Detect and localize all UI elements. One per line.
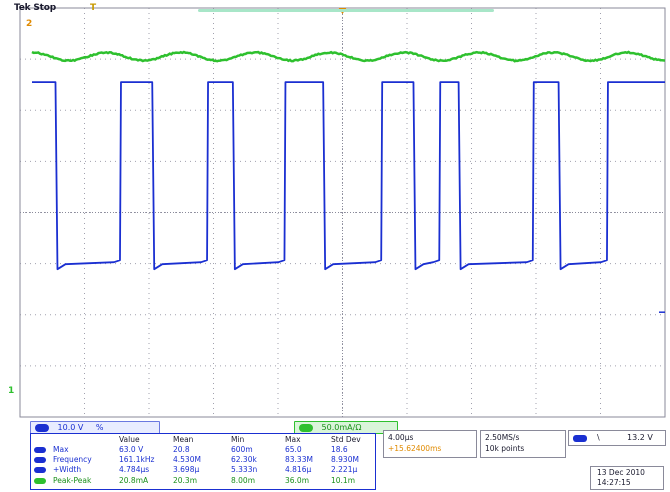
measurement-max: 36.0m — [285, 476, 309, 486]
trigger-slope-icon: \ — [597, 431, 600, 445]
measurement-row-max[interactable]: Max 63.0 V 20.8 600m 65.0 18.6 — [31, 445, 375, 455]
measurement-value: 4.784μs — [119, 465, 149, 475]
ch1-ground-marker[interactable]: 1 — [8, 386, 14, 396]
status-label: Tek Stop — [14, 3, 56, 13]
timestamp-date: 13 Dec 2010 — [597, 468, 645, 478]
measurement-std: 10.1m — [331, 476, 355, 486]
measurement-mean: 20.8 — [173, 445, 190, 455]
header-std-dev: Std Dev — [331, 435, 361, 445]
measurement-mean: 4.530M — [173, 455, 201, 465]
measurement-row-width[interactable]: +Width 4.784μs 3.698μ 5.333n 4.816μ 2.22… — [31, 465, 375, 475]
header-value: Value — [119, 435, 140, 445]
ch2-waveform — [32, 52, 665, 61]
ch2-dot-icon — [299, 424, 313, 432]
ch1-dot-icon — [34, 457, 46, 463]
trigger-source-dot-icon — [573, 435, 587, 442]
timebase-delay: +15.62400ms — [388, 444, 441, 454]
ch1-coupling: % — [96, 423, 104, 432]
measurement-name: +Width — [53, 465, 81, 475]
timestamp-time: 14:27:15 — [597, 478, 631, 488]
trigger-level: 13.2 V — [627, 431, 653, 445]
header-max: Max — [285, 435, 301, 445]
trigger-readout[interactable]: \ 13.2 V — [568, 430, 666, 446]
measurement-mean: 3.698μ — [173, 465, 199, 475]
measurement-min: 8.00m — [231, 476, 255, 486]
acquisition-readout[interactable]: 2.50MS/s 10k points — [480, 430, 566, 458]
timebase-scale: 4.00μs — [388, 433, 413, 443]
measurement-value: 20.8mA — [119, 476, 148, 486]
measurements-table: Value Mean Min Max Std Dev Max 63.0 V 20… — [30, 433, 376, 490]
measurement-max: 83.33M — [285, 455, 313, 465]
measurement-max: 4.816μ — [285, 465, 311, 475]
measurement-name: Peak-Peak — [53, 476, 91, 486]
record-position-bar[interactable] — [198, 9, 494, 12]
measurement-std: 18.6 — [331, 445, 348, 455]
measurement-std: 8.930M — [331, 455, 359, 465]
measurement-max: 65.0 — [285, 445, 302, 455]
measurement-name: Frequency — [53, 455, 92, 465]
measurement-name: Max — [53, 445, 69, 455]
ch2-dot-icon — [34, 478, 46, 484]
header-min: Min — [231, 435, 244, 445]
measurement-value: 161.1kHz — [119, 455, 154, 465]
ch2-scale-value: 50.0mA/Ω — [322, 423, 362, 432]
ch2-ground-marker[interactable]: 2 — [26, 19, 32, 29]
measurement-min: 5.333n — [231, 465, 257, 475]
timebase-readout[interactable]: 4.00μs +15.62400ms — [383, 430, 477, 458]
measurement-row-frequency[interactable]: Frequency 161.1kHz 4.530M 62.30k 83.33M … — [31, 455, 375, 465]
measurement-min: 62.30k — [231, 455, 257, 465]
ch1-dot-icon — [34, 467, 46, 473]
measurement-mean: 20.3m — [173, 476, 197, 486]
measurements-header-row: Value Mean Min Max Std Dev — [31, 435, 375, 445]
measurement-min: 600m — [231, 445, 253, 455]
sample-rate: 2.50MS/s — [485, 433, 519, 443]
ch1-dot-icon — [35, 424, 49, 432]
oscilloscope-screen — [0, 0, 670, 420]
measurement-value: 63.0 V — [119, 445, 143, 455]
measurement-row-peak-peak[interactable]: Peak-Peak 20.8mA 20.3m 8.00m 36.0m 10.1m — [31, 476, 375, 486]
ch1-scale-value: 10.0 V — [58, 423, 84, 432]
record-length: 10k points — [485, 444, 524, 454]
status-bar: Tek Stop T — [0, 0, 670, 18]
ch1-dot-icon — [34, 447, 46, 453]
header-mean: Mean — [173, 435, 193, 445]
timestamp-readout: 13 Dec 2010 14:27:15 — [590, 466, 664, 490]
trigger-status-icon: T — [90, 3, 96, 13]
measurement-std: 2.221μ — [331, 465, 357, 475]
